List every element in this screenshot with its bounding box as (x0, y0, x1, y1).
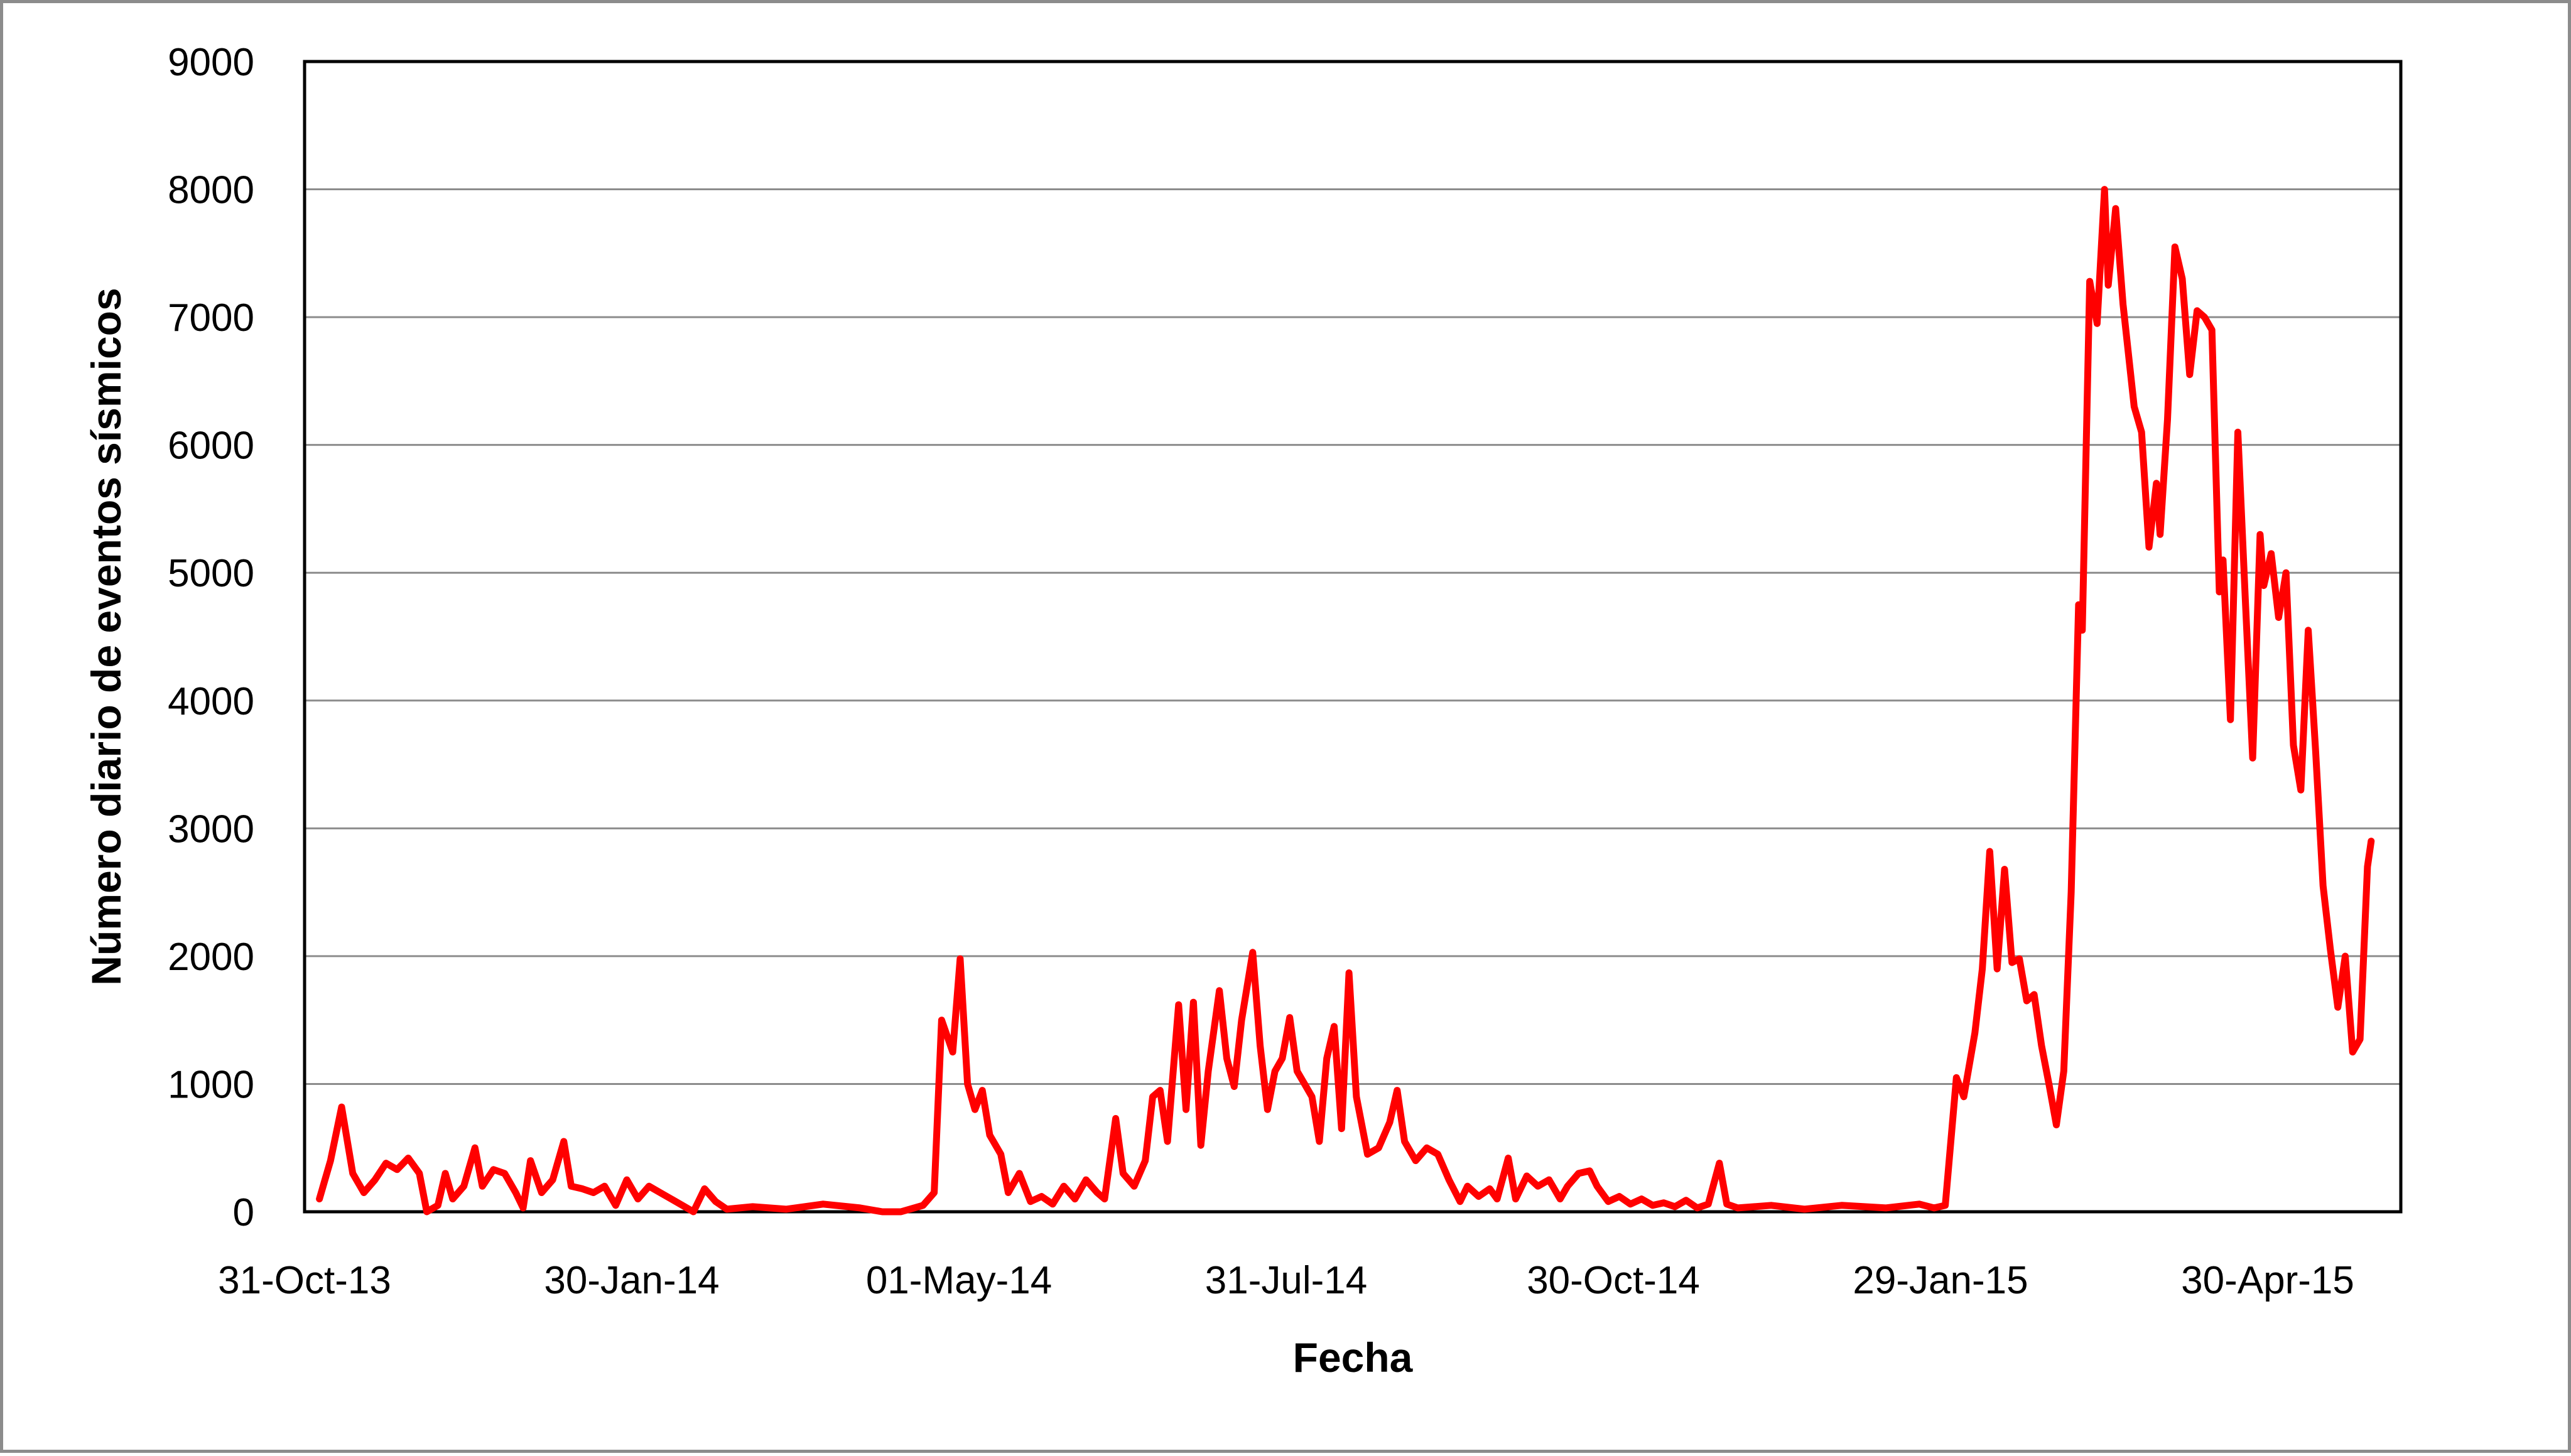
y-axis-title: Número diario de eventos sísmicos (83, 288, 129, 985)
y-tick-label: 0 (233, 1191, 254, 1234)
x-tick-label: 31-Oct-13 (218, 1259, 391, 1302)
series-line (316, 186, 2375, 1216)
line-chart: 0 1000 2000 3000 4000 5000 6000 7000 8000 9000 31… (83, 41, 2403, 1381)
y-tick-label: 2000 (168, 936, 254, 979)
x-tick-label: 01-May-14 (866, 1259, 1052, 1302)
x-axis-ticks: 31-Oct-13 30-Jan-14 01-May-14 31-Jul-14 30-O… (218, 1259, 2354, 1302)
y-axis-ticks: 0 1000 2000 3000 4000 5000 6000 7000 8000 9000 (168, 41, 254, 1234)
plot-area (303, 60, 2403, 1214)
x-tick-label: 30-Oct-14 (1527, 1259, 1700, 1302)
y-tick-label: 5000 (168, 552, 254, 595)
gridlines (305, 188, 2401, 1085)
x-tick-label: 30-Jan-14 (544, 1259, 719, 1302)
y-tick-label: 4000 (168, 680, 254, 723)
y-tick-label: 8000 (168, 169, 254, 212)
y-tick-label: 7000 (168, 296, 254, 340)
y-tick-label: 1000 (168, 1063, 254, 1106)
y-tick-label: 3000 (168, 807, 254, 851)
series-layer (316, 186, 2375, 1216)
x-tick-label: 30-Apr-15 (2181, 1259, 2354, 1302)
x-tick-label: 31-Jul-14 (1205, 1259, 1367, 1302)
y-tick-label: 9000 (168, 41, 254, 84)
x-tick-label: 29-Jan-15 (1853, 1259, 2028, 1302)
y-tick-label: 6000 (168, 424, 254, 468)
x-axis-title: Fecha (1293, 1334, 1414, 1381)
